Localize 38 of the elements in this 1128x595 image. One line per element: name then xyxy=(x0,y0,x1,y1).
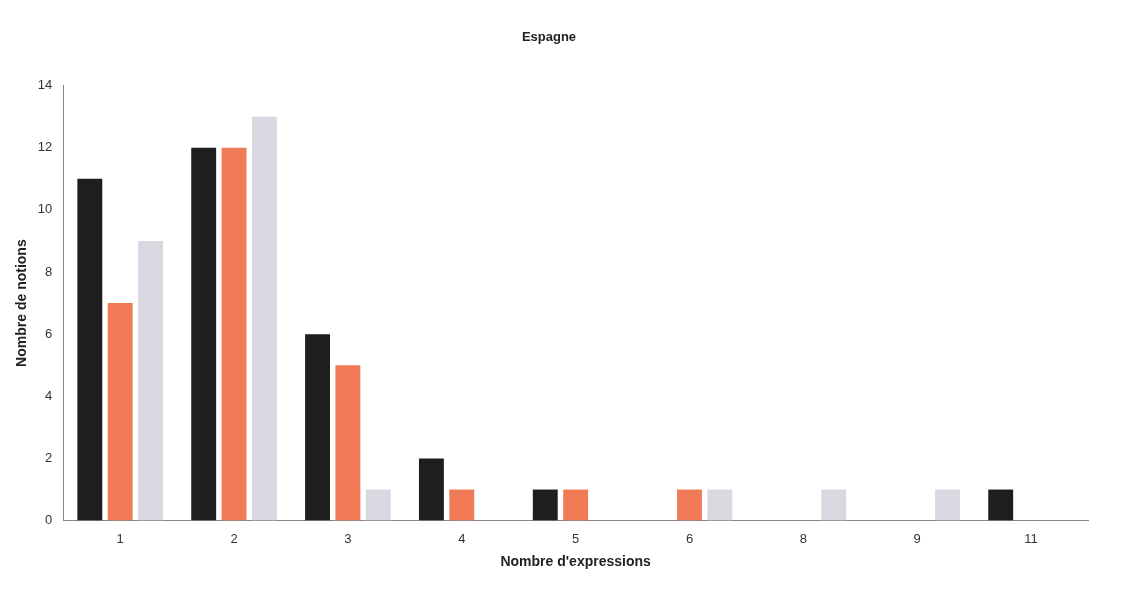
chart-title: Espagne xyxy=(521,29,577,45)
x-tick-label: 11 xyxy=(1024,530,1038,546)
x-tick-label: 4 xyxy=(458,530,466,546)
bar xyxy=(418,458,444,521)
bar xyxy=(305,334,330,521)
y-tick-label: 14 xyxy=(37,77,53,93)
x-tick-label: 1 xyxy=(116,530,124,546)
bar xyxy=(221,147,247,521)
bar xyxy=(138,240,163,521)
bar xyxy=(335,365,361,521)
y-axis-title: Nombre de notions xyxy=(13,239,30,367)
x-tick-label: 8 xyxy=(799,530,807,546)
y-tick-label: 8 xyxy=(45,263,53,279)
bar xyxy=(77,178,103,521)
bar xyxy=(365,489,391,521)
bar xyxy=(563,489,589,521)
y-tick-label: 0 xyxy=(45,512,53,528)
y-tick-label: 2 xyxy=(45,450,53,466)
y-tick-label: 6 xyxy=(45,325,53,341)
x-tick-label: 6 xyxy=(685,530,694,546)
y-tick-label: 12 xyxy=(37,139,53,155)
bar xyxy=(988,489,1014,521)
bar xyxy=(251,116,277,521)
bar xyxy=(935,489,961,521)
x-tick-label: 5 xyxy=(572,530,580,546)
bar xyxy=(449,489,475,521)
bar xyxy=(821,489,847,521)
bar xyxy=(107,303,133,521)
x-tick-label: 2 xyxy=(230,530,238,546)
bar xyxy=(677,489,702,521)
y-tick-label: 4 xyxy=(45,387,53,403)
bar xyxy=(707,489,733,521)
bar xyxy=(532,489,558,521)
y-tick-label: 10 xyxy=(37,201,53,217)
bar xyxy=(191,147,217,521)
x-tick-label: 9 xyxy=(913,530,921,546)
x-tick-label: 3 xyxy=(344,530,352,546)
x-axis-title: Nombre d'expressions xyxy=(500,553,652,570)
